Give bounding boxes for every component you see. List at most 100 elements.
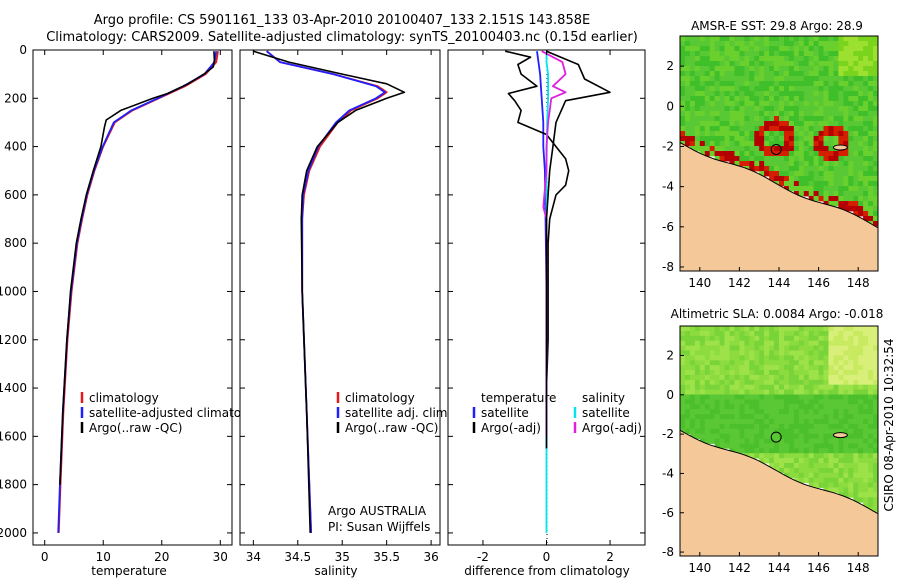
map-cell xyxy=(714,96,720,102)
map-cell xyxy=(699,345,706,351)
map-cell xyxy=(858,131,864,137)
map-cell xyxy=(694,419,701,425)
map-cell xyxy=(779,131,785,137)
map-cell xyxy=(823,360,829,366)
map-cell xyxy=(714,51,720,57)
map-cell xyxy=(734,438,740,444)
map-cell xyxy=(754,91,760,97)
map-cell xyxy=(744,81,750,87)
map-cell xyxy=(774,111,780,117)
map-cell xyxy=(719,111,725,117)
map-cell xyxy=(784,36,790,42)
map-cell xyxy=(719,101,725,107)
map-cell xyxy=(779,458,785,464)
map-x-tick-label: 146 xyxy=(807,561,830,575)
map-cell xyxy=(848,131,854,137)
map-cell xyxy=(813,86,819,92)
map-cell xyxy=(818,36,824,42)
map-cell xyxy=(685,345,691,351)
map-cell xyxy=(739,41,745,47)
map-cell xyxy=(685,350,691,356)
map-cell xyxy=(818,438,824,444)
map-cell xyxy=(868,71,874,77)
map-cell xyxy=(798,186,805,192)
map-cell xyxy=(788,161,795,167)
map-cell xyxy=(793,126,800,132)
map-cell xyxy=(858,81,864,87)
map-cell xyxy=(759,379,765,386)
map-cell xyxy=(734,423,740,430)
map-cell xyxy=(784,76,790,82)
map-cell xyxy=(719,41,725,47)
map-y-tick-label: 0 xyxy=(666,99,674,113)
map-cell xyxy=(853,116,859,122)
map-cell xyxy=(853,414,859,420)
map-cell xyxy=(803,404,810,410)
map-cell xyxy=(873,126,878,132)
map-cell xyxy=(759,423,765,430)
map-cell xyxy=(734,126,740,132)
map-cell xyxy=(868,171,874,177)
map-cell xyxy=(788,46,795,52)
map-cell xyxy=(863,497,869,503)
map-cell xyxy=(833,370,839,376)
map-cell xyxy=(729,76,735,82)
map-cell xyxy=(739,335,745,342)
map-cell xyxy=(843,423,849,430)
map-cell xyxy=(798,423,805,430)
map-cell xyxy=(823,423,829,430)
map-cell xyxy=(818,111,824,117)
map-cell xyxy=(689,146,696,152)
map-cell xyxy=(828,370,834,376)
map-cell xyxy=(848,151,854,157)
map-cell xyxy=(689,335,696,342)
map-cell xyxy=(863,472,869,479)
map-cell xyxy=(803,146,810,152)
map-cell xyxy=(769,453,775,459)
map-cell xyxy=(823,146,829,152)
map-cell xyxy=(813,181,819,187)
map-cell xyxy=(739,438,745,444)
map-cell xyxy=(818,340,824,346)
map-cell xyxy=(689,330,696,337)
map-cell xyxy=(774,409,780,415)
map-y-tick-label: -4 xyxy=(662,466,674,480)
map-cell xyxy=(689,384,696,390)
map-cell xyxy=(680,384,686,390)
map-cell xyxy=(680,419,686,425)
map-cell xyxy=(798,101,805,107)
map-cell xyxy=(729,126,735,132)
map-cell xyxy=(680,399,686,405)
map-cell xyxy=(818,76,824,82)
map-cell xyxy=(769,409,775,415)
map-cell xyxy=(784,330,790,337)
map-cell xyxy=(734,161,740,167)
map-cell xyxy=(853,51,859,57)
map-cell xyxy=(803,131,810,137)
map-cell xyxy=(823,399,829,405)
map-cell xyxy=(724,156,730,162)
map-cell xyxy=(779,136,785,142)
map-cell xyxy=(788,399,795,405)
map-cell xyxy=(838,191,844,197)
map-cell xyxy=(863,443,869,449)
map-cell xyxy=(823,370,829,376)
map-cell xyxy=(759,86,765,92)
map-cell xyxy=(843,51,849,57)
map-cell xyxy=(724,111,730,117)
map-cell xyxy=(873,116,878,122)
map-cell xyxy=(863,374,869,381)
map-cell xyxy=(734,443,740,449)
map-cell xyxy=(818,360,824,366)
map-cell xyxy=(873,76,878,82)
map-cell xyxy=(813,156,819,162)
map-cell xyxy=(803,81,810,87)
map-cell xyxy=(828,350,834,356)
map-cell xyxy=(818,370,824,376)
map-cell xyxy=(749,131,755,137)
map-cell xyxy=(680,374,686,381)
map-cell xyxy=(848,467,854,474)
map-cell xyxy=(709,404,716,410)
map-cell xyxy=(843,101,849,107)
map-cell xyxy=(793,171,800,177)
